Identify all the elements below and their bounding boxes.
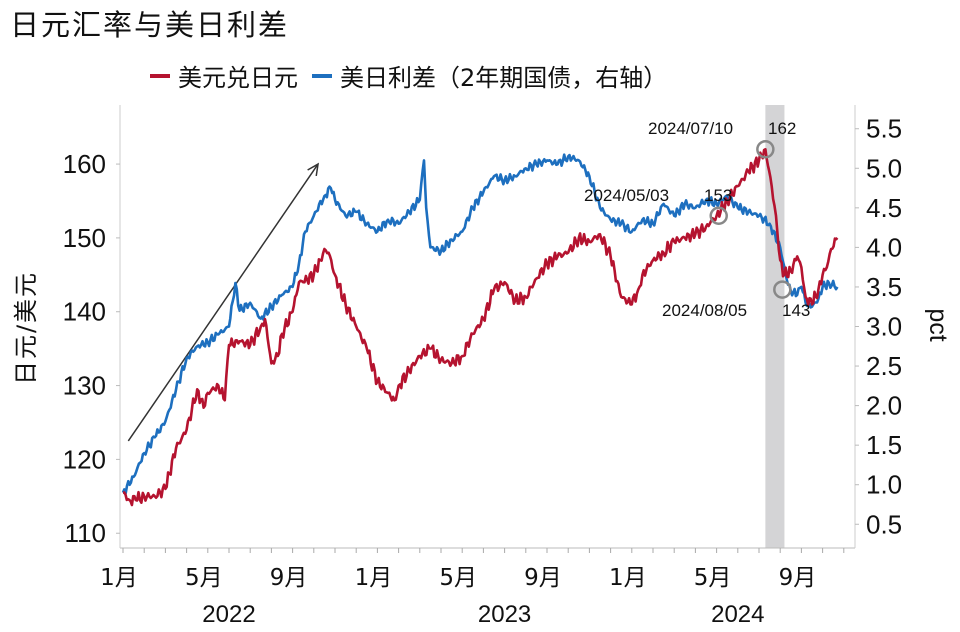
y2-tick-label: 4.5 [866, 193, 902, 223]
y2-axis-label: pct [924, 308, 952, 341]
chart-title: 日元汇率与美日利差 [10, 8, 290, 42]
legend-label-usdjpy: 美元兑日元 [178, 64, 298, 92]
x-tick-label: 9月 [779, 565, 817, 591]
y-axis-label: 日元/美元 [12, 271, 40, 385]
x-tick-label: 9月 [270, 565, 308, 591]
y2-tick-label: 2.0 [866, 391, 902, 421]
legend-item-usdjpy: 美元兑日元 [150, 58, 298, 93]
x-tick-label: 1月 [355, 565, 393, 591]
x-tick-label: 5月 [694, 565, 732, 591]
y2-tick-label: 5.5 [866, 114, 902, 144]
shaded-period [765, 105, 785, 548]
legend-swatch-usdjpy [150, 73, 170, 78]
y2-tick-label: 1.0 [866, 470, 902, 500]
x-tick-label: 1月 [609, 565, 647, 591]
y2-tick-label: 3.0 [866, 312, 902, 342]
y2-tick-label: 3.5 [866, 272, 902, 302]
annotation-marker [709, 206, 728, 225]
legend-item-spread: 美日利差（2年期国债，右轴） [312, 58, 667, 93]
y-tick-label: 110 [65, 518, 106, 548]
annotation-date: 2024/05/03 [584, 186, 669, 205]
y-tick-label: 140 [63, 297, 106, 327]
y-tick-label: 160 [63, 149, 106, 179]
annotation-marker [756, 140, 775, 159]
y2-tick-label: 4.0 [866, 232, 902, 262]
y2-tick-label: 2.5 [866, 351, 902, 381]
y-tick-label: 120 [63, 444, 106, 474]
x-tick-label: 9月 [524, 565, 562, 591]
x-tick-label: 1月 [100, 565, 138, 591]
annotation-value: 153 [704, 186, 732, 205]
y2-tick-label: 5.0 [866, 153, 902, 183]
chart-legend: 美元兑日元 美日利差（2年期国债，右轴） [150, 58, 681, 93]
annotation-value: 162 [768, 119, 796, 138]
trend-arrow-head [307, 162, 320, 177]
legend-label-spread: 美日利差（2年期国债，右轴） [340, 64, 668, 92]
trend-arrow-line [127, 163, 319, 442]
x-tick-label: 5月 [185, 565, 223, 591]
year-label: 2022 [202, 601, 255, 628]
series-line-usdjpy [123, 148, 839, 507]
y2-tick-label: 1.5 [866, 430, 902, 460]
legend-swatch-spread [312, 73, 332, 78]
annotation-date: 2024/08/05 [662, 301, 747, 320]
annotation-marker [773, 280, 792, 299]
year-label: 2024 [711, 601, 764, 628]
series-line-spread [121, 153, 839, 495]
y2-tick-label: 0.5 [866, 509, 902, 539]
annotation-value: 143 [782, 301, 810, 320]
year-label: 2023 [478, 601, 531, 628]
x-tick-label: 5月 [439, 565, 477, 591]
y-tick-label: 150 [63, 223, 106, 253]
annotation-date: 2024/07/10 [648, 119, 733, 138]
y-tick-label: 130 [63, 371, 106, 401]
